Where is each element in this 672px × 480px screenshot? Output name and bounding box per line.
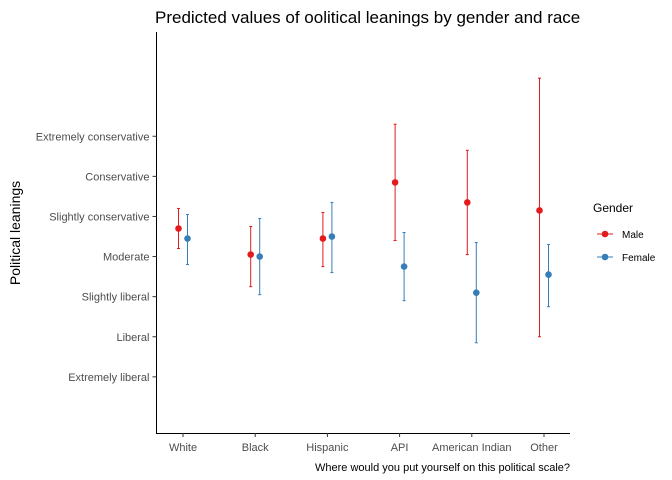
male-point — [175, 225, 182, 232]
marks — [175, 77, 552, 344]
male-point — [464, 199, 471, 206]
x-ticks: White Black Hispanic API American Indian Othe… — [169, 433, 558, 454]
x-tick-label: White — [169, 442, 197, 454]
x-tick-label: Black — [242, 442, 269, 454]
legend-label-male: Male — [622, 230, 644, 241]
x-tick-label: Hispanic — [306, 442, 349, 454]
y-tick-label: Liberal — [116, 332, 149, 344]
legend-key-female-point — [601, 253, 609, 261]
female-point — [400, 263, 408, 270]
male-point — [536, 207, 543, 214]
legend-title: Gender — [593, 201, 633, 215]
y-axis-title: Political leanings — [7, 181, 23, 285]
chart-title: Predicted values of oolitical leanings b… — [155, 8, 580, 27]
female-point — [473, 289, 480, 296]
male-point — [247, 251, 254, 258]
female-point — [256, 253, 264, 260]
legend-label-female: Female — [622, 253, 656, 264]
female-point — [184, 235, 191, 242]
x-axis-title: Where would you put yourself on this pol… — [315, 462, 570, 474]
legend: Gender Male Female — [593, 201, 656, 264]
y-ticks: Extremely liberal Liberal Slightly liberal… — [36, 131, 157, 384]
y-tick-label: Moderate — [103, 252, 149, 264]
female-point — [545, 271, 552, 278]
y-tick-label: Extremely conservative — [36, 131, 150, 143]
y-tick-label: Slightly conservative — [49, 211, 149, 223]
male-point — [391, 179, 399, 186]
legend-key-male-point — [601, 230, 609, 238]
male-point — [319, 235, 327, 242]
x-tick-label: American Indian — [432, 442, 512, 454]
y-tick-label: Conservative — [85, 171, 149, 183]
x-tick-label: Other — [530, 442, 558, 454]
y-tick-label: Extremely liberal — [68, 372, 149, 384]
y-tick-label: Slightly liberal — [82, 292, 150, 304]
female-point — [328, 233, 336, 240]
x-tick-label: API — [391, 442, 409, 454]
plot-area — [156, 32, 570, 434]
